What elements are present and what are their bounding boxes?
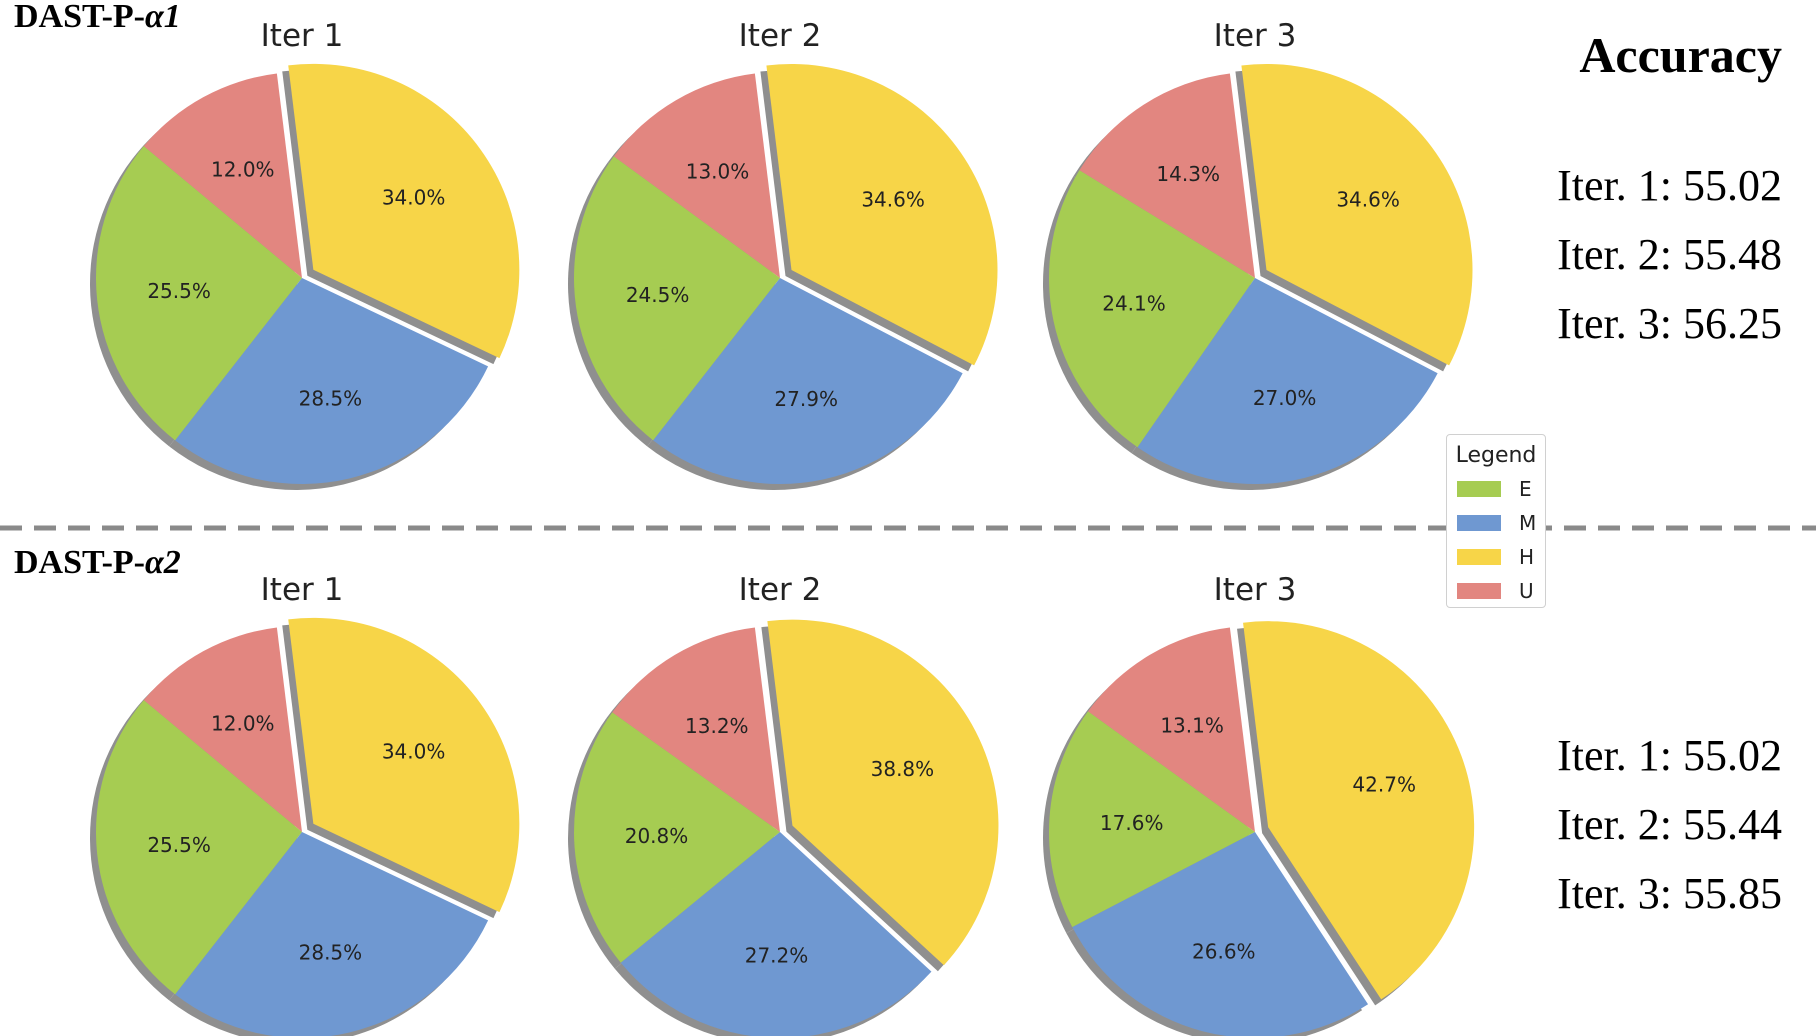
legend-swatch-e <box>1457 481 1501 497</box>
legend-title: Legend <box>1455 443 1537 468</box>
pie-chart-1: Iter 1 12.0% 25.5% 28.5% 34.0% <box>89 18 520 491</box>
pie-slice-m <box>620 832 932 1036</box>
pie-label-h: 34.0% <box>382 740 446 764</box>
row-label-alpha1-prefix: DAST-P- <box>14 0 145 35</box>
pie-slice-u <box>613 73 780 278</box>
pie-slice-m <box>1072 832 1369 1036</box>
pie-label-u: 12.0% <box>211 712 275 736</box>
pie-slice-h <box>766 64 998 366</box>
pie-slice-m <box>175 278 489 485</box>
legend-swatch-u <box>1457 583 1501 599</box>
legend-label-e: E <box>1519 477 1532 501</box>
pie-label-e: 17.6% <box>1100 811 1164 835</box>
accuracy-bottom-iter1: Iter. 1: 55.02 <box>1557 731 1782 780</box>
pie-label-m: 26.6% <box>1192 940 1256 964</box>
pie-slice-u <box>143 73 302 278</box>
accuracy-top-iter2: Iter. 2: 55.48 <box>1557 230 1782 279</box>
pie-label-m: 27.2% <box>745 944 809 968</box>
pie-chart-4: Iter 1 12.0% 25.5% 28.5% 34.0% <box>89 572 520 1036</box>
pie-title: Iter 3 <box>1214 18 1297 54</box>
pie-slice-m <box>1137 278 1438 484</box>
pie-label-e: 24.5% <box>626 283 690 307</box>
pie-slice-m <box>653 278 963 484</box>
legend-item-m: M <box>1457 511 1537 535</box>
pie-title: Iter 1 <box>261 18 344 54</box>
accuracy-top-iter1: Iter. 1: 55.02 <box>1557 161 1782 210</box>
pie-slice-u <box>1079 73 1255 278</box>
row-label-alpha1-suffix: α1 <box>145 0 181 35</box>
pie-title: Iter 1 <box>261 572 344 608</box>
accuracy-title: Accuracy <box>1579 27 1782 83</box>
pie-label-u: 12.0% <box>211 158 275 182</box>
pie-chart-6: Iter 3 13.1% 17.6% 26.6% 42.7% <box>1043 572 1475 1036</box>
pie-label-u: 14.3% <box>1156 162 1220 186</box>
pie-label-u: 13.1% <box>1160 714 1224 738</box>
legend: Legend E M H U <box>1446 434 1546 608</box>
pie-title: Iter 2 <box>739 572 822 608</box>
row-label-alpha2: DAST-P-α2 <box>14 546 181 580</box>
pie-chart-5: Iter 2 13.2% 20.8% 27.2% 38.8% <box>568 572 999 1036</box>
pie-slice-h <box>1243 621 1475 1000</box>
pie-slice-e <box>574 156 780 441</box>
legend-swatch-h <box>1457 549 1501 565</box>
pie-label-m: 27.9% <box>774 387 838 411</box>
pie-label-u: 13.0% <box>686 159 750 183</box>
legend-label-m: M <box>1519 511 1537 535</box>
pie-slice-h <box>767 619 999 966</box>
pie-slice-m <box>175 832 489 1036</box>
pie-label-h: 34.6% <box>861 188 925 212</box>
pie-label-h: 34.6% <box>1336 188 1400 212</box>
pie-slice-e <box>1049 711 1255 928</box>
pie-slice-u <box>612 627 780 832</box>
pie-label-e: 24.1% <box>1102 291 1166 315</box>
pie-slice-h <box>1241 64 1473 366</box>
pie-slice-e <box>1048 170 1255 448</box>
pie-label-e: 20.8% <box>625 824 689 848</box>
pie-slice-u <box>143 627 302 832</box>
row-label-alpha2-prefix: DAST-P- <box>14 544 145 581</box>
pie-chart-2: Iter 2 13.0% 24.5% 27.9% 34.6% <box>568 18 998 490</box>
pie-label-h: 38.8% <box>871 757 935 781</box>
pie-title: Iter 3 <box>1214 572 1297 608</box>
pie-slice-u <box>1088 627 1255 832</box>
pie-title: Iter 2 <box>739 18 822 54</box>
pie-slice-e <box>574 712 780 963</box>
legend-label-u: U <box>1519 579 1534 603</box>
legend-item-u: U <box>1457 579 1534 603</box>
pie-slice-e <box>95 700 302 995</box>
pie-label-e: 25.5% <box>147 279 211 303</box>
pie-label-h: 34.0% <box>382 186 446 210</box>
pie-slice-e <box>95 146 302 441</box>
legend-item-e: E <box>1457 477 1532 501</box>
legend-swatch-m <box>1457 515 1501 531</box>
pie-slice-h <box>288 617 520 913</box>
legend-item-h: H <box>1457 545 1535 569</box>
pie-chart-3: Iter 3 14.3% 24.1% 27.0% 34.6% <box>1042 18 1473 490</box>
row-label-alpha1: DAST-P-α1 <box>14 0 181 34</box>
legend-label-h: H <box>1519 545 1535 569</box>
accuracy-bottom-iter3: Iter. 3: 55.85 <box>1557 869 1782 918</box>
accuracy-top-iter3: Iter. 3: 56.25 <box>1557 299 1782 348</box>
accuracy-bottom-iter2: Iter. 2: 55.44 <box>1557 800 1782 849</box>
pie-slice-h <box>288 63 520 359</box>
pie-label-m: 28.5% <box>299 386 363 410</box>
pie-label-e: 25.5% <box>147 833 211 857</box>
pie-label-h: 42.7% <box>1352 773 1416 797</box>
pie-label-m: 27.0% <box>1253 386 1317 410</box>
row-label-alpha2-suffix: α2 <box>145 544 181 581</box>
pie-label-m: 28.5% <box>299 940 363 964</box>
pie-label-u: 13.2% <box>685 714 749 738</box>
